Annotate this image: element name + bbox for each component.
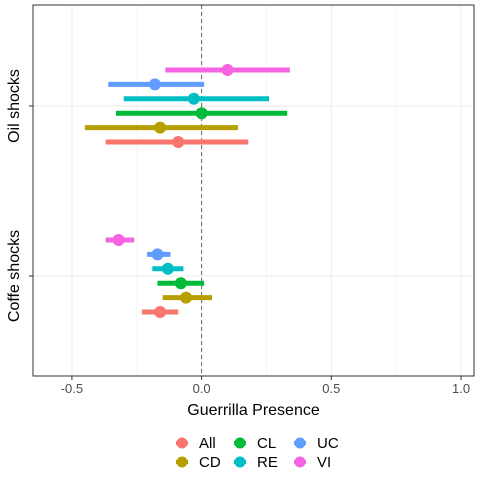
- legend-label-cd: CD: [199, 454, 221, 471]
- x-axis: -0.5 0.0 0.5 1.0: [61, 376, 470, 396]
- x-axis-title: Guerrilla Presence: [187, 402, 320, 419]
- legend-key-point: [234, 437, 246, 449]
- legend-label-all: All: [199, 435, 216, 452]
- point-vi-oil-shocks: [221, 64, 234, 76]
- legend: All CD CL RE UC VI: [176, 435, 339, 471]
- y-group-label: Coffe shocks: [6, 230, 23, 322]
- legend-key-point: [176, 437, 188, 449]
- point-cl-coffe-shocks: [174, 277, 187, 290]
- point-cd-oil-shocks: [154, 121, 167, 134]
- y-group-label: Oil shocks: [6, 69, 23, 143]
- plot-marks: [84, 64, 290, 318]
- point-re-coffe-shocks: [161, 262, 174, 275]
- point-vi-coffe-shocks: [112, 234, 125, 246]
- point-re-oil-shocks: [187, 92, 200, 105]
- legend-key-point: [294, 456, 306, 468]
- x-tick-label: 1.0: [452, 381, 470, 396]
- legend-key-point: [176, 456, 188, 468]
- panel-border: [32, 4, 475, 377]
- legend-key-point: [294, 437, 306, 449]
- point-cd-coffe-shocks: [180, 291, 193, 304]
- legend-label-cl: CL: [257, 435, 276, 452]
- legend-label-vi: VI: [317, 454, 331, 471]
- panel-grid: [33, 5, 474, 376]
- legend-label-uc: UC: [317, 435, 339, 452]
- x-tick-label: 0.0: [193, 381, 211, 396]
- point-uc-coffe-shocks: [151, 248, 164, 261]
- point-cl-oil-shocks: [195, 107, 208, 120]
- y-axis: Oil shocks Coffe shocks: [6, 69, 33, 322]
- point-uc-oil-shocks: [148, 78, 161, 91]
- point-all-oil-shocks: [172, 136, 185, 148]
- legend-label-re: RE: [257, 454, 278, 471]
- point-all-coffe-shocks: [154, 306, 167, 318]
- x-tick-label: -0.5: [61, 381, 83, 396]
- x-tick-label: 0.5: [322, 381, 340, 396]
- legend-key-point: [234, 456, 246, 468]
